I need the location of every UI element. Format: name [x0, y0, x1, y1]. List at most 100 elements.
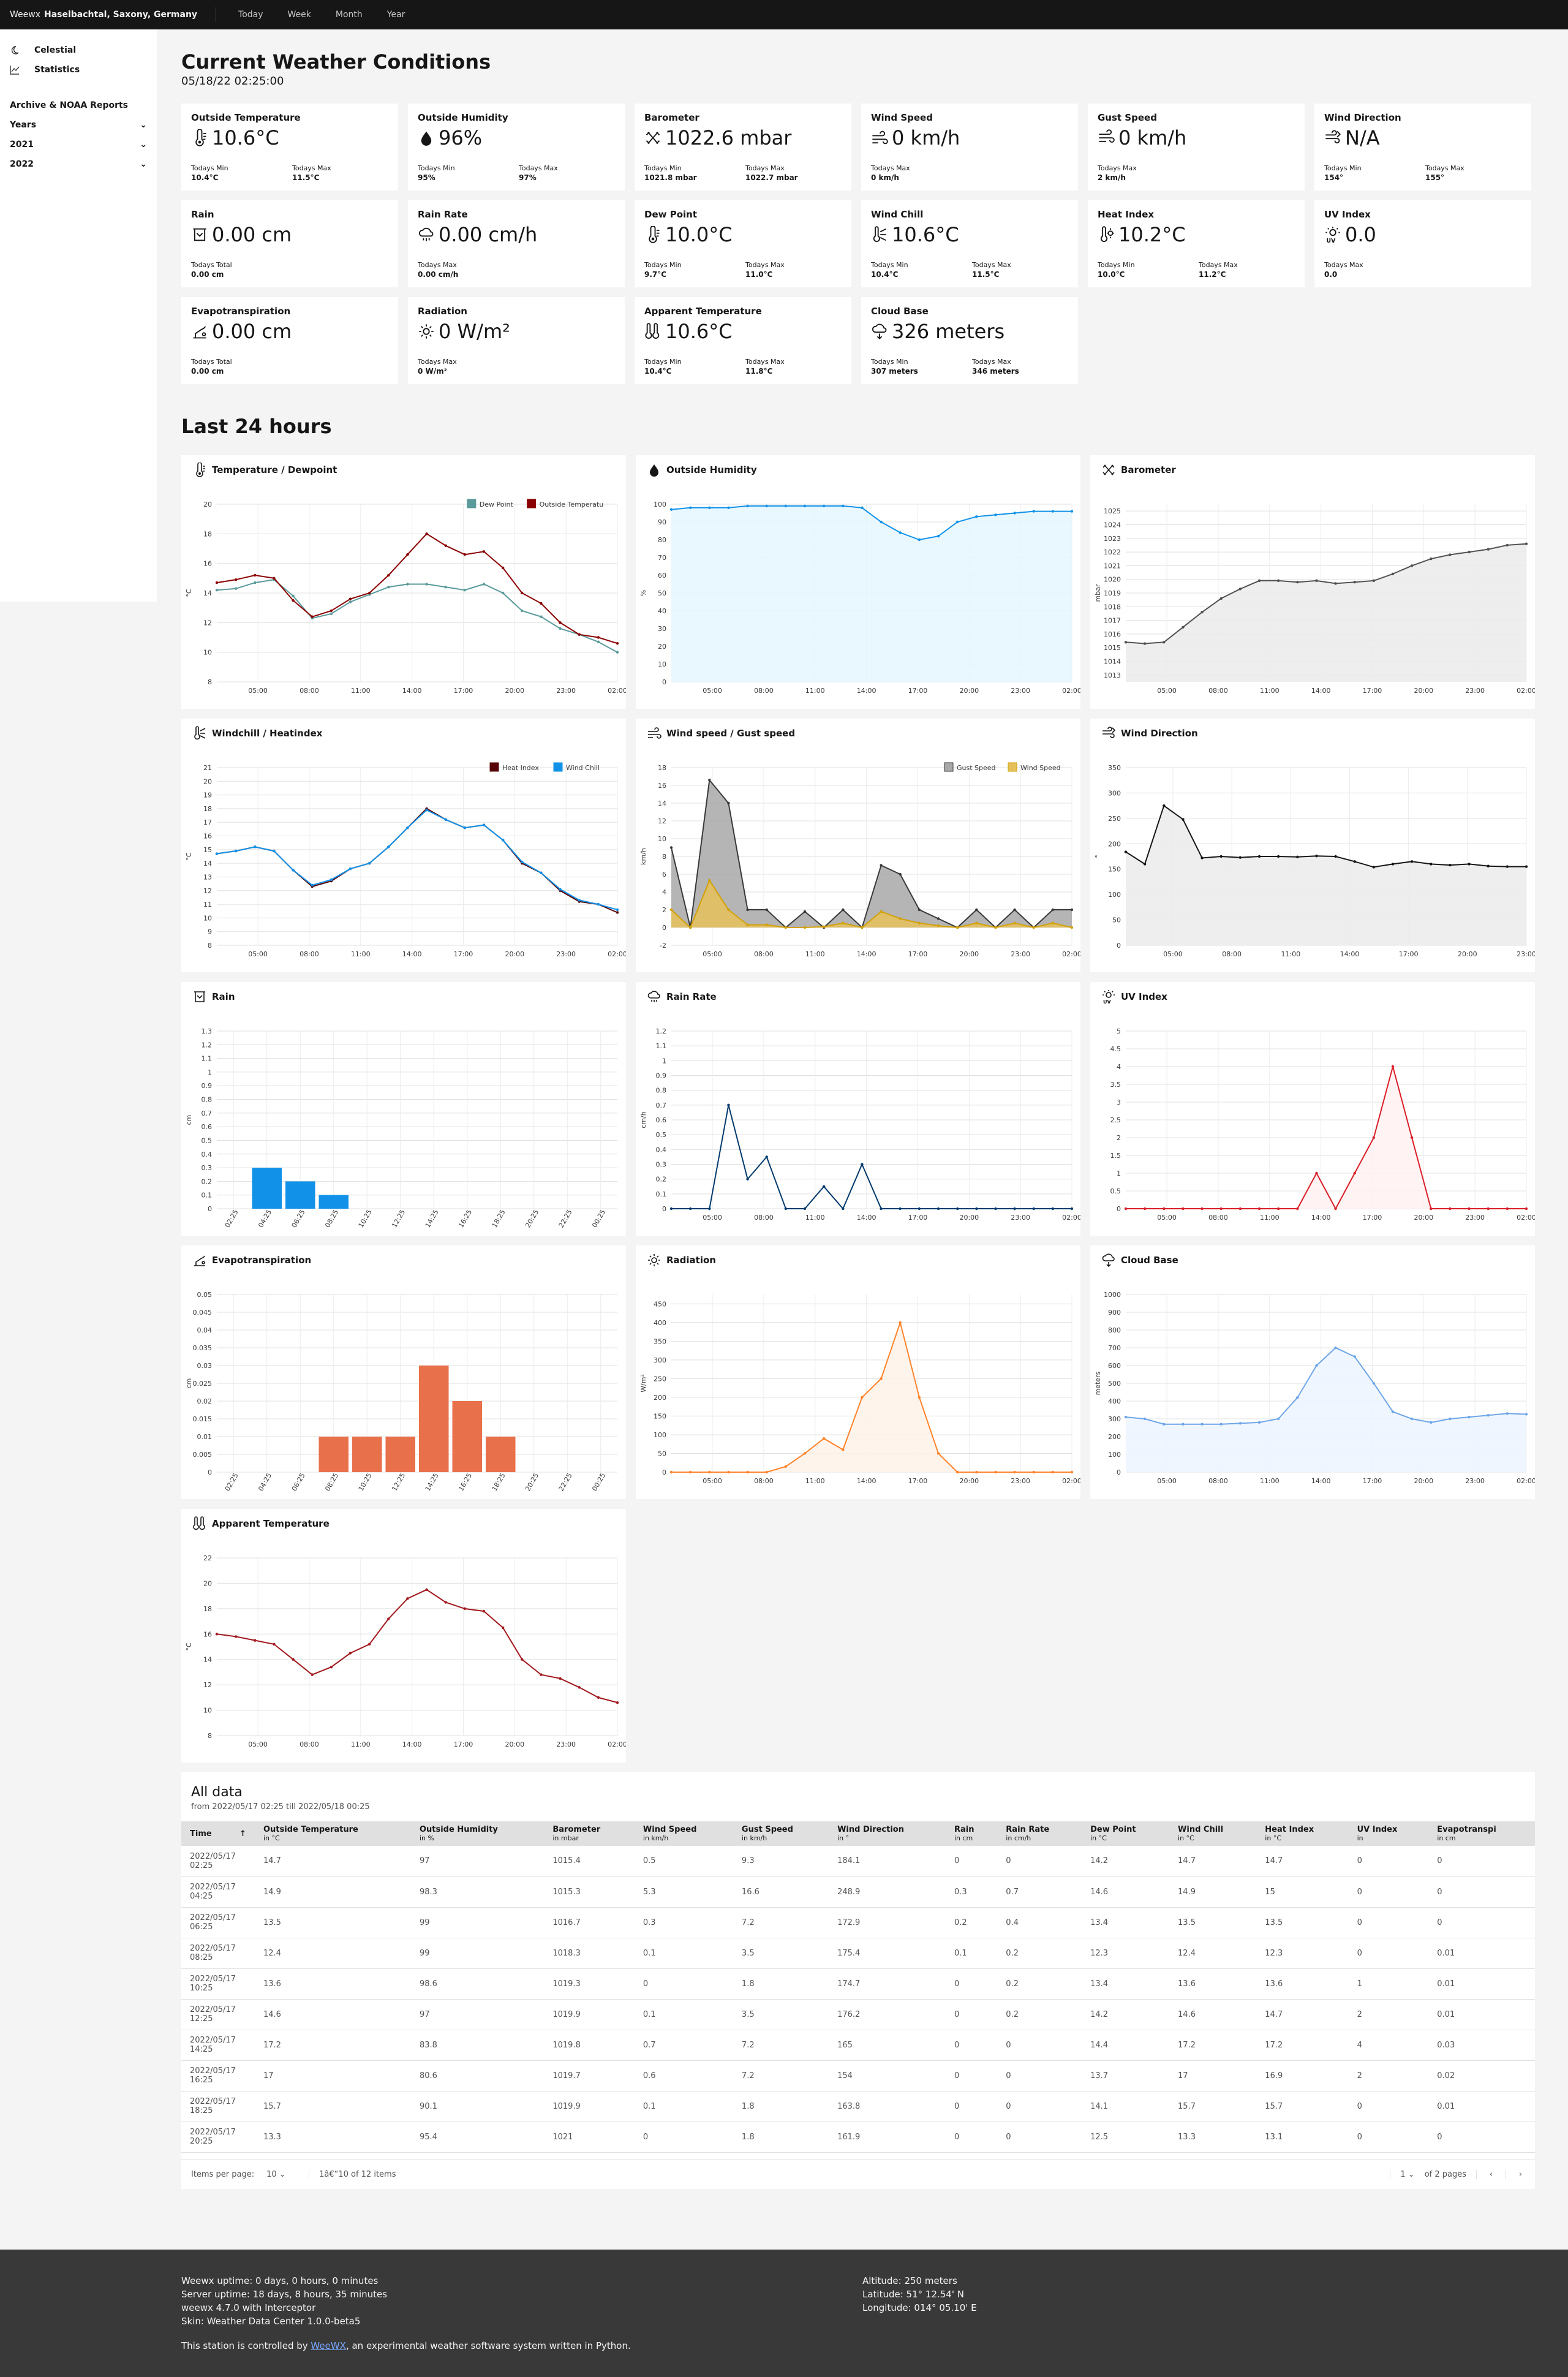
data-point [1163, 804, 1166, 807]
data-point [842, 908, 845, 912]
x-tick-label: 17:00 [1363, 1214, 1382, 1222]
weewx-link[interactable]: WeeWX [311, 2340, 346, 2351]
data-point [368, 1642, 371, 1646]
column-header[interactable]: Time ↑ [181, 1821, 255, 1846]
nav-month[interactable]: Month [335, 10, 363, 20]
data-point [956, 1207, 959, 1211]
column-header[interactable]: UV Index in [1348, 1821, 1429, 1846]
column-header[interactable]: Evapotranspi in cm [1428, 1821, 1535, 1846]
data-point [803, 1452, 807, 1455]
prev-page-button[interactable]: ‹ [1476, 2170, 1506, 2179]
x-tick-label: 04:25 [257, 1208, 273, 1229]
column-header[interactable]: Wind Direction in ° [829, 1821, 946, 1846]
card-minmax: Todays Max 0.0 [1324, 261, 1526, 279]
column-header[interactable]: Wind Speed in km/h [634, 1821, 733, 1846]
chart-plot: 0 0.1 0.2 0.3 0.4 0.5 0.6 0.7 0.8 0.9 1 1.1 1.2 cm/h 0… [639, 1027, 1080, 1222]
column-header[interactable]: Outside Humidity in % [410, 1821, 545, 1846]
sidebar-item-celestial[interactable]: Celestial [0, 40, 157, 60]
data-point [444, 1601, 447, 1604]
table-cell: 15.7 [1256, 2091, 1349, 2122]
card-title: Dew Point [644, 209, 697, 220]
data-point [616, 1701, 619, 1704]
column-header[interactable]: Rain Rate in cm/h [997, 1821, 1082, 1846]
y-tick-label: 150 [654, 1412, 666, 1420]
data-point [254, 845, 257, 848]
station-location: Haselbachtal, Saxony, Germany [43, 10, 198, 20]
column-header[interactable]: Gust Speed in km/h [733, 1821, 829, 1846]
y-tick-label: 10 [658, 835, 666, 843]
archive-2021[interactable]: 2021 ⌄ [0, 135, 157, 154]
data-point [616, 908, 619, 912]
card-value: 1022.6 mbar [665, 126, 792, 149]
moon-icon [11, 46, 19, 55]
stat-label: Todays Min [1098, 261, 1135, 269]
chart-evapo: Evapotranspiration 0 0.005 0.01 0.015 0.02 0.0… [181, 1245, 626, 1499]
data-point [1219, 1207, 1223, 1211]
table-cell: 161.9 [829, 2122, 946, 2153]
next-page-button[interactable]: › [1506, 2170, 1535, 2179]
nav-week[interactable]: Week [287, 10, 311, 20]
table-cell: 15 [1256, 1876, 1349, 1908]
data-point [1070, 926, 1074, 929]
table-cell: 1019.3 [544, 1968, 635, 2000]
data-point [803, 926, 807, 929]
x-tick-label: 11:00 [1260, 687, 1280, 695]
x-tick-label: 22:25 [557, 1208, 574, 1229]
table-subtitle: from 2022/05/17 02:25 till 2022/05/18 00… [191, 1802, 370, 1812]
data-point [578, 899, 581, 902]
column-unit: in °C [263, 1834, 280, 1842]
chart-title: Evapotranspiration [192, 1253, 311, 1268]
y-tick-label: 150 [1108, 866, 1121, 874]
archive-years[interactable]: Years ⌄ [0, 115, 157, 135]
y-tick-label: 0.8 [656, 1087, 667, 1095]
data-point [406, 583, 409, 586]
column-unit: in ° [837, 1834, 850, 1842]
nav-today[interactable]: Today [238, 10, 263, 20]
card-value: 0.00 cm [212, 320, 292, 343]
brand[interactable]: Weewx Haselbachtal, Saxony, Germany [0, 7, 217, 22]
table-cell: 14.7 [255, 1846, 411, 1877]
archive-2022[interactable]: 2022 ⌄ [0, 154, 157, 174]
items-per-page-select[interactable]: 10 ⌄ [266, 2170, 310, 2179]
column-header[interactable]: Rain in cm [945, 1821, 998, 1846]
data-point [861, 506, 864, 509]
condition-card: UV Index UV 0.0 Todays Max 0.0 [1314, 200, 1531, 287]
card-minmax: Todays Min 307 meters Todays Max 346 meters [871, 358, 1073, 376]
data-point [1449, 1417, 1452, 1421]
table-cell: 1015.3 [544, 1876, 635, 1908]
column-header[interactable]: Wind Chill in °C [1169, 1821, 1257, 1846]
table-cell: 0 [997, 1846, 1082, 1877]
altitude: Altitude: 250 meters [862, 2275, 957, 2286]
stat-value: 11.2°C [1199, 270, 1226, 279]
table-cell: 1015.4 [544, 1846, 635, 1877]
section-title-last-24h: Last 24 hours [181, 415, 332, 438]
data-point [975, 921, 978, 924]
series-line [1125, 543, 1527, 644]
stat-value: 0.00 cm [191, 367, 224, 376]
column-header[interactable]: Heat Index in °C [1256, 1821, 1349, 1846]
series-line [216, 809, 618, 910]
nav-year[interactable]: Year [386, 10, 405, 20]
column-unit: in cm [1437, 1834, 1456, 1842]
column-header[interactable]: Barometer in mbar [544, 1821, 635, 1846]
chart-title-text: Rain Rate [666, 991, 717, 1002]
column-header[interactable]: Outside Temperature in °C [255, 1821, 411, 1846]
chevron-down-icon: ⌄ [279, 2170, 286, 2179]
data-point [918, 1207, 921, 1211]
data-point [1391, 1065, 1395, 1068]
x-tick-label: 08:00 [1208, 1477, 1228, 1485]
table-cell: 2022/05/17 06:25 [181, 1907, 255, 1938]
x-tick-label: 02:00 [1517, 1477, 1535, 1485]
data-point [1372, 579, 1376, 583]
data-point [1143, 863, 1147, 866]
x-tick-label: 12:25 [390, 1472, 407, 1492]
y-tick-label: 8 [208, 678, 212, 686]
y-tick-label: 0.7 [202, 1109, 213, 1117]
sidebar-item-statistics[interactable]: Statistics [0, 60, 157, 80]
x-tick-label: 05:00 [703, 1477, 722, 1485]
column-header[interactable]: Dew Point in °C [1082, 1821, 1170, 1846]
data-point [975, 908, 978, 912]
page-select[interactable]: 1 ⌄ [1390, 2170, 1424, 2179]
x-tick-label: 20:00 [959, 687, 979, 695]
y-tick-label: 800 [1108, 1326, 1121, 1334]
